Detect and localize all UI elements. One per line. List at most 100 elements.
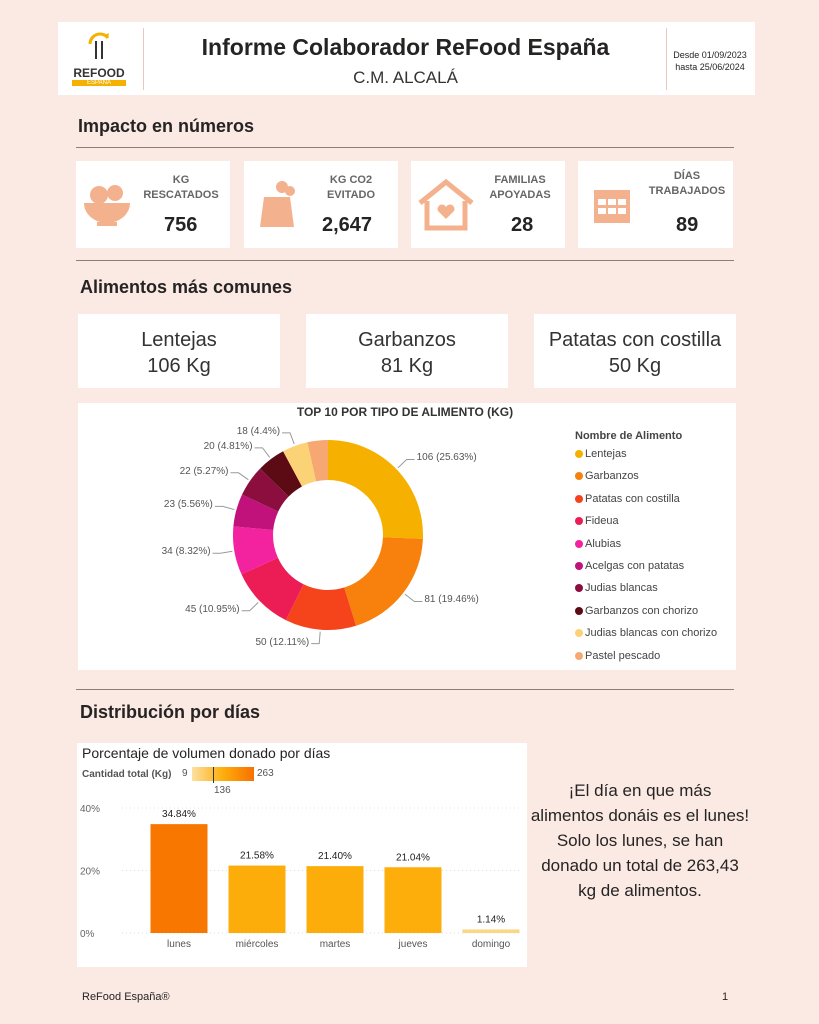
- x-tick-label: miércoles: [236, 939, 279, 950]
- legend-item[interactable]: Garbanzos: [575, 470, 639, 482]
- donut-slice[interactable]: [241, 557, 304, 621]
- bar[interactable]: [306, 866, 364, 933]
- slice-label: 34 (8.32%): [161, 546, 211, 558]
- bar-chart-title: Porcentaje de volumen donado por días: [82, 745, 331, 761]
- house-heart-icon: [418, 179, 474, 231]
- bar[interactable]: [384, 867, 442, 933]
- legend-label: Acelgas con patatas: [585, 560, 685, 572]
- days-heading: Distribución por días: [80, 702, 261, 722]
- legend-dot-icon: [575, 606, 583, 615]
- donut-slice[interactable]: [307, 440, 328, 482]
- fruit-bowl-icon: [84, 185, 130, 226]
- donut-slice[interactable]: [344, 537, 423, 626]
- legend-dot-icon: [575, 539, 583, 548]
- donut-slice[interactable]: [242, 468, 289, 512]
- legend-dot-icon: [575, 629, 583, 638]
- x-tick-label: lunes: [167, 939, 191, 950]
- days-message: ¡El día en que más alimentos donáis es e…: [530, 781, 750, 900]
- center-name: C.M. ALCALÁ: [353, 68, 458, 87]
- donut-chart: [212, 432, 423, 645]
- x-tick-label: domingo: [472, 939, 511, 950]
- bar-value-label: 21.58%: [240, 851, 274, 862]
- legend-label: Judias blancas: [585, 582, 658, 595]
- bar-chart: 0% 20% 40% 34.84% lunes 21.58% miércoles 21.40%…: [80, 804, 522, 950]
- legend-dot-icon: [575, 494, 583, 503]
- slice-label: 106 (25.63%): [416, 452, 477, 464]
- report-header: REFOOD ESPAÑA Informe Colaborador ReFood…: [58, 22, 755, 95]
- leader-line: [404, 593, 423, 602]
- donut-slice[interactable]: [233, 494, 279, 531]
- slice-label: 22 (5.27%): [179, 465, 229, 477]
- kpi-days-worked: DÍAS TRABAJADOS 89: [578, 161, 733, 248]
- leader-line: [254, 447, 271, 458]
- donut-slice[interactable]: [328, 440, 423, 539]
- color-legend-mid: 136: [214, 785, 231, 796]
- legend-item[interactable]: Acelgas con patatas: [575, 560, 684, 572]
- slice-label: 18 (4.4%): [236, 425, 281, 437]
- color-legend-label: Cantidad total (Kg): [82, 769, 172, 780]
- color-legend-max: 263: [257, 768, 274, 779]
- leader-line: [311, 631, 321, 645]
- legend-label: Fideua: [585, 515, 619, 528]
- color-legend-min: 9: [182, 768, 188, 779]
- slice-label: 81 (19.46%): [424, 594, 479, 606]
- legend-label: Judias blancas con chorizo: [585, 627, 718, 640]
- legend-dot-icon: [575, 472, 583, 481]
- legend-item[interactable]: Lentejas: [575, 448, 627, 460]
- logo-fork-knife-icon: [88, 32, 110, 59]
- y-tick-label: 40%: [80, 804, 100, 815]
- bar-value-label: 21.04%: [396, 852, 430, 863]
- legend-label: Pastel pescado: [585, 649, 661, 662]
- legend-label: Lentejas: [585, 448, 627, 460]
- slice-label: 20 (4.81%): [203, 440, 253, 452]
- y-tick-label: 20%: [80, 867, 100, 878]
- date-from: Desde 01/09/2023: [673, 50, 747, 60]
- legend-dot-icon: [575, 584, 583, 593]
- top-food-1: Lentejas 106 Kg: [78, 314, 280, 388]
- legend-title: Nombre de Alimento: [575, 430, 683, 442]
- kpi-co2-avoided: KG CO2 EVITADO 2,647: [244, 161, 398, 248]
- impact-heading: Impacto en números: [78, 116, 255, 136]
- legend-item[interactable]: Patatas con costilla: [575, 493, 680, 505]
- legend-label: Garbanzos con chorizo: [585, 604, 699, 617]
- legend-item[interactable]: Judias blancas con chorizo: [575, 627, 717, 639]
- bar-value-label: 1.14%: [477, 914, 505, 925]
- color-legend-gradient: [192, 767, 254, 783]
- donut-slice[interactable]: [283, 442, 317, 487]
- bar[interactable]: [150, 824, 208, 933]
- legend-label: Garbanzos: [585, 470, 639, 483]
- date-to: hasta 25/06/2024: [675, 62, 745, 72]
- factory-icon: [260, 181, 295, 227]
- calendar-icon: [594, 190, 630, 223]
- legend-label: Alubias: [585, 537, 622, 550]
- donut-slice[interactable]: [285, 584, 357, 630]
- legend-dot-icon: [575, 517, 583, 526]
- kpi-families: FAMILIAS APOYADAS 28: [411, 161, 565, 248]
- legend-item[interactable]: Alubias: [575, 538, 621, 550]
- legend-item[interactable]: Garbanzos con chorizo: [575, 605, 698, 617]
- foods-heading: Alimentos más comunes: [80, 277, 293, 297]
- top-food-2: Garbanzos 81 Kg: [306, 314, 508, 388]
- leader-line: [397, 458, 415, 469]
- page-number: 1: [722, 991, 729, 1003]
- donut-slice[interactable]: [233, 526, 278, 575]
- footer-brand: ReFood España®: [82, 991, 170, 1003]
- bar[interactable]: [462, 929, 520, 933]
- legend-item[interactable]: Fideua: [575, 515, 619, 527]
- slice-label: 23 (5.56%): [163, 499, 213, 511]
- kpi-kg-rescued: KG RESCATADOS 756: [76, 161, 230, 248]
- slice-label: 45 (10.95%): [185, 603, 240, 615]
- bar-value-label: 34.84%: [162, 809, 196, 820]
- leader-line: [212, 550, 233, 554]
- top-food-3: Patatas con costilla 50 Kg: [534, 314, 736, 388]
- x-tick-label: martes: [320, 939, 351, 950]
- donut-title: TOP 10 POR TIPO DE ALIMENTO (KG): [296, 405, 514, 419]
- bar[interactable]: [228, 865, 286, 933]
- legend-dot-icon: [575, 562, 583, 570]
- legend-item[interactable]: Judias blancas: [575, 582, 658, 594]
- legend-label: Patatas con costilla: [585, 492, 680, 505]
- leader-line: [241, 602, 259, 612]
- donut-slice[interactable]: [260, 451, 302, 497]
- legend-item[interactable]: Pastel pescado: [575, 650, 660, 662]
- date-range: Desde 01/09/2023 hasta 25/06/2024: [670, 49, 750, 73]
